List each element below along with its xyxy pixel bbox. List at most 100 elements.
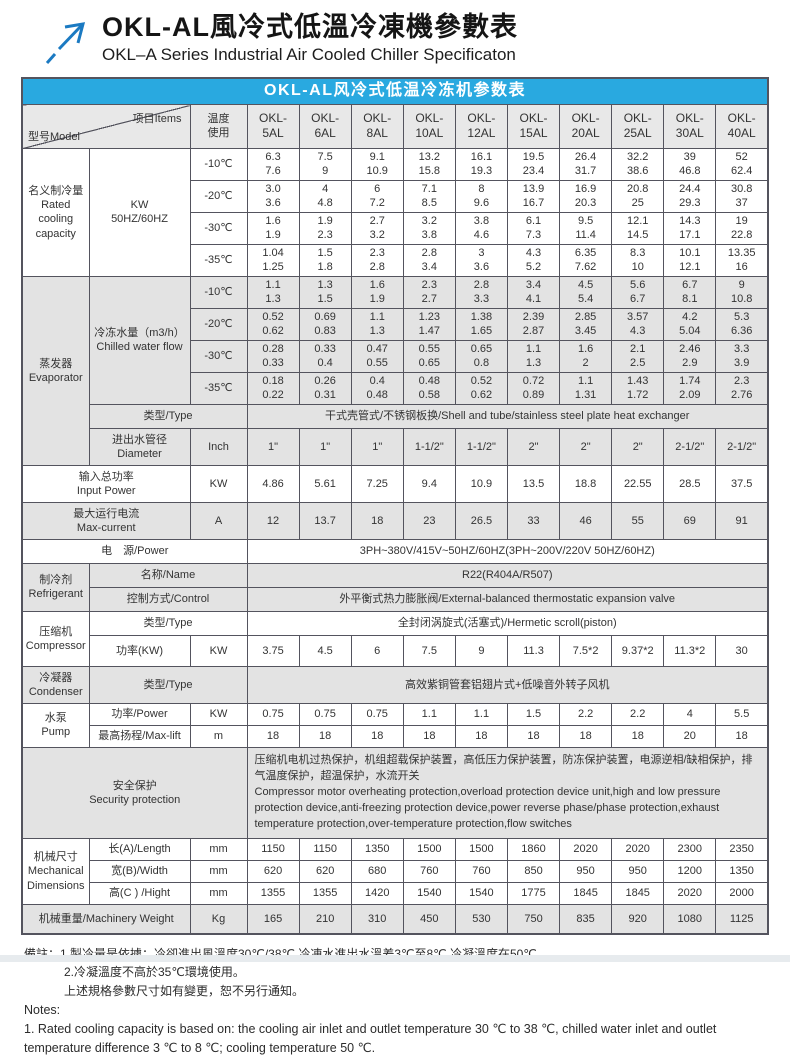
- corner-model-label: 型号Model: [28, 130, 80, 143]
- refrigerant-control-value: 外平衡式热力膨胀阀/External-balanced thermostatic…: [246, 586, 769, 612]
- value-cell: 18: [350, 724, 404, 748]
- value-cell: 1350: [350, 837, 404, 861]
- value-cell: 3.75: [246, 634, 300, 667]
- value-cell: 450: [402, 903, 456, 935]
- section-label-dimensions: 机械尺寸 Mechanical Dimensions: [21, 837, 90, 905]
- value-cell: 2.2: [611, 702, 665, 726]
- temp-label: -35℃: [189, 371, 248, 405]
- value-cell: 69: [663, 501, 717, 540]
- value-cell: 0.33 0.4: [298, 339, 352, 373]
- temp-usage-header: 温度 使用: [189, 104, 248, 149]
- value-cell: 0.52 0.62: [454, 371, 508, 405]
- value-cell: 0.4 0.48: [350, 371, 404, 405]
- value-cell: 10.9: [454, 464, 508, 503]
- value-cell: 1": [298, 427, 352, 466]
- value-cell: 1-1/2": [454, 427, 508, 466]
- value-cell: 11.3*2: [663, 634, 717, 667]
- value-cell: 1.1: [402, 702, 456, 726]
- value-cell: OKL- 20AL: [559, 104, 613, 149]
- value-cell: 1.5 1.8: [298, 243, 352, 277]
- value-cell: 18: [402, 724, 456, 748]
- value-cell: 1.1 1.3: [246, 275, 300, 309]
- value-cell: 2.7 3.2: [350, 211, 404, 245]
- value-cell: 2.3 2.8: [350, 243, 404, 277]
- value-cell: 2020: [663, 881, 717, 905]
- value-cell: OKL- 8AL: [350, 104, 404, 149]
- value-cell: 4.2 5.04: [663, 307, 717, 341]
- length-unit: mm: [189, 837, 248, 861]
- value-cell: 2.46 2.9: [663, 339, 717, 373]
- value-cell: 13.9 16.7: [506, 179, 561, 213]
- value-cell: 1355: [246, 881, 300, 905]
- value-cell: 8.3 10: [611, 243, 665, 277]
- value-cell: 14.3 17.1: [663, 211, 717, 245]
- value-cell: 2020: [611, 837, 665, 861]
- evaporator-type-value: 干式壳管式/不锈钢板换/Shell and tube/stainless ste…: [246, 403, 769, 429]
- value-cell: 1.1 1.3: [350, 307, 404, 341]
- value-cell: 18: [246, 724, 300, 748]
- value-cell: 1.1: [454, 702, 508, 726]
- value-cell: 165: [246, 903, 300, 935]
- value-cell: 1775: [506, 881, 561, 905]
- arrow-logo-icon: [38, 16, 90, 68]
- value-cell: 19 22.8: [715, 211, 769, 245]
- compressor-type-label: 类型/Type: [88, 610, 248, 636]
- value-cell: 18: [298, 724, 352, 748]
- value-cell: OKL- 15AL: [506, 104, 561, 149]
- value-cell: 0.72 0.89: [506, 371, 561, 405]
- value-cell: 750: [506, 903, 561, 935]
- temp-label: -30℃: [189, 211, 248, 245]
- value-cell: 530: [454, 903, 508, 935]
- value-cell: 1": [246, 427, 300, 466]
- power-supply-label: 电 源/Power: [21, 538, 248, 564]
- value-cell: 2-1/2": [715, 427, 769, 466]
- temp-label: -30℃: [189, 339, 248, 373]
- value-cell: 4 4.8: [298, 179, 352, 213]
- value-cell: 3.2 3.8: [402, 211, 456, 245]
- table-banner: OKL-AL风冷式低温冷冻机参数表: [21, 77, 769, 105]
- value-cell: 1845: [559, 881, 613, 905]
- value-cell: 16.1 19.3: [454, 147, 508, 181]
- value-cell: 18: [715, 724, 769, 748]
- value-cell: 30: [715, 634, 769, 667]
- value-cell: 4.86: [246, 464, 300, 503]
- security-text-zh: 压缩机电机过热保护，机组超载保护装置，高低压力保护装置，防冻保护装置，电源逆相/…: [254, 754, 753, 782]
- section-label-evaporator: 蒸发器 Evaporator: [21, 275, 90, 466]
- value-cell: 13.2 15.8: [402, 147, 456, 181]
- page-bottom-edge: [0, 955, 790, 962]
- value-cell: 18: [454, 724, 508, 748]
- value-cell: 6 7.2: [350, 179, 404, 213]
- value-cell: 3.8 4.6: [454, 211, 508, 245]
- value-cell: 1860: [506, 837, 561, 861]
- value-cell: 5.6 6.7: [611, 275, 665, 309]
- value-cell: 1.23 1.47: [402, 307, 456, 341]
- value-cell: 1.04 1.25: [246, 243, 300, 277]
- value-cell: 5.61: [298, 464, 352, 503]
- value-cell: 22.55: [611, 464, 665, 503]
- section-label-condenser: 冷凝器 Condenser: [21, 665, 90, 704]
- value-cell: 0.75: [350, 702, 404, 726]
- value-cell: 6.7 8.1: [663, 275, 717, 309]
- value-cell: 1.6 1.9: [350, 275, 404, 309]
- value-cell: 2": [611, 427, 665, 466]
- evaporator-type-label: 类型/Type: [88, 403, 248, 429]
- value-cell: 0.28 0.33: [246, 339, 300, 373]
- value-cell: 5.3 6.36: [715, 307, 769, 341]
- value-cell: OKL- 30AL: [663, 104, 717, 149]
- value-cell: 0.52 0.62: [246, 307, 300, 341]
- value-cell: 13.7: [298, 501, 352, 540]
- value-cell: 2.2: [559, 702, 613, 726]
- value-cell: 9: [454, 634, 508, 667]
- value-cell: 10.1 12.1: [663, 243, 717, 277]
- value-cell: 4.5 5.4: [559, 275, 613, 309]
- pump-power-unit: KW: [189, 702, 248, 726]
- value-cell: 1080: [663, 903, 717, 935]
- value-cell: 2.3 2.7: [402, 275, 456, 309]
- pump-lift-unit: m: [189, 724, 248, 748]
- value-cell: 2.3 2.76: [715, 371, 769, 405]
- condenser-type-value: 高效紫铜管套铝翅片式+低噪音外转子风机: [246, 665, 769, 704]
- value-cell: 9 10.8: [715, 275, 769, 309]
- value-cell: 1.43 1.72: [611, 371, 665, 405]
- value-cell: 13.35 16: [715, 243, 769, 277]
- value-cell: 2.1 2.5: [611, 339, 665, 373]
